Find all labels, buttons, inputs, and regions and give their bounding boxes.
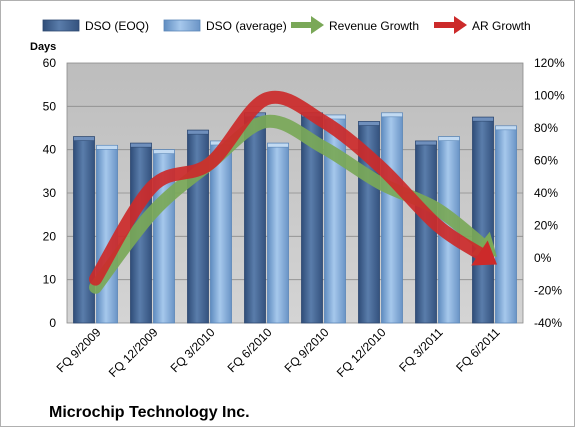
x-tick-label: FQ 3/2010 <box>168 325 218 375</box>
line-revenue-growth <box>89 114 492 294</box>
y-tick-label: 50 <box>43 99 57 113</box>
x-tick-label: FQ 9/2009 <box>54 325 104 375</box>
x-tick-label: FQ 3/2011 <box>396 325 446 375</box>
bar-dso-average <box>267 142 289 324</box>
legend-item-dso-eoq: DSO (EOQ) <box>42 19 149 33</box>
y-tick-label: 40 <box>43 143 57 157</box>
bar-cap <box>472 116 494 122</box>
y2-tick-label: 40% <box>534 186 558 200</box>
bar-cap <box>358 121 380 126</box>
x-tick-label: FQ 12/2010 <box>334 325 389 380</box>
y2-tick-label: -20% <box>534 284 562 298</box>
growth-lines <box>89 90 498 294</box>
y2-tick-label: -40% <box>534 316 562 330</box>
bar-dso-average <box>495 125 517 324</box>
y2-axis-ticks: -40% -20% 0% 20% 40% 60% 80% 100% 120% <box>534 56 565 330</box>
bar-dso-eoq <box>73 136 95 324</box>
legend-swatch-dso-eoq <box>42 19 80 32</box>
y-axis-ticks: 0 10 20 30 40 50 60 <box>43 56 57 330</box>
y-tick-label: 0 <box>49 316 56 330</box>
bar-cap <box>73 136 95 141</box>
bar-dso-average <box>381 112 403 324</box>
legend-arrowhead-ar-growth <box>454 16 467 34</box>
y2-tick-label: 20% <box>534 219 558 233</box>
legend-label-revenue-growth: Revenue Growth <box>329 19 419 33</box>
y-tick-label: 30 <box>43 186 57 200</box>
company-name: Microchip Technology Inc. <box>49 404 250 421</box>
x-tick-label: FQ 6/2010 <box>225 325 275 375</box>
y-tick-label: 20 <box>43 229 57 243</box>
arrowhead-ar-growth <box>471 240 498 266</box>
legend-arrowhead-revenue-growth <box>311 16 324 34</box>
legend-label-ar-growth: AR Growth <box>472 19 531 33</box>
y-axis-label: Days <box>30 41 56 53</box>
legend-label-dso-eoq: DSO (EOQ) <box>85 19 149 33</box>
bar-cap <box>495 125 517 131</box>
y2-tick-label: 60% <box>534 154 558 168</box>
bar-cap <box>96 145 118 150</box>
legend: DSO (EOQ) DSO (average) Revenue Growth A… <box>42 16 531 34</box>
bar-cap <box>381 112 403 118</box>
bar-dso-eoq <box>415 140 437 324</box>
bar-cap <box>267 142 289 148</box>
bar-dso-eoq <box>244 112 266 324</box>
y2-tick-label: 80% <box>534 121 558 135</box>
legend-item-ar-growth: AR Growth <box>434 16 531 34</box>
x-tick-label: FQ 12/2009 <box>106 325 161 380</box>
legend-swatch-dso-average <box>163 19 201 32</box>
legend-label-dso-average: DSO (average) <box>206 19 287 33</box>
bar-cap <box>153 149 175 154</box>
y2-tick-label: 0% <box>534 251 552 265</box>
bar-cap <box>438 136 460 141</box>
legend-item-revenue-growth: Revenue Growth <box>291 16 419 34</box>
x-tick-label: FQ 9/2010 <box>282 325 332 375</box>
bar-cap <box>187 129 209 135</box>
bar-cap <box>130 142 152 148</box>
y2-tick-label: 120% <box>534 56 565 70</box>
x-axis-ticks: FQ 9/2009 FQ 12/2009 FQ 3/2010 FQ 6/2010 FQ … <box>54 325 503 380</box>
legend-item-dso-average: DSO (average) <box>163 19 287 33</box>
y-tick-label: 10 <box>43 273 57 287</box>
y2-tick-label: 100% <box>534 89 565 103</box>
x-tick-label: FQ 6/2011 <box>453 325 503 375</box>
bar-dso-eoq <box>472 116 494 324</box>
line-ar-growth <box>89 90 491 286</box>
bar-cap <box>415 140 437 146</box>
y-tick-label: 60 <box>43 56 57 70</box>
